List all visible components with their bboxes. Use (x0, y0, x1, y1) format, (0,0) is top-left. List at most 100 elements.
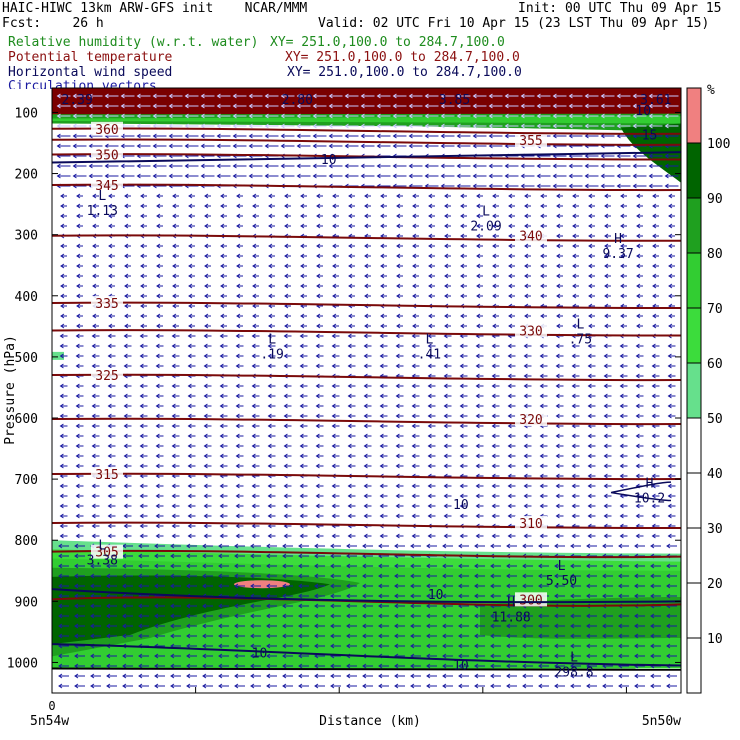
wind-vector (395, 443, 404, 449)
wind-vector (106, 583, 117, 589)
wind-vector (136, 133, 151, 139)
wind-vector (363, 393, 372, 399)
wind-vector (460, 193, 467, 199)
wind-vector (488, 123, 503, 129)
wind-vector (300, 273, 307, 279)
wind-vector (218, 553, 229, 559)
wind-vector (652, 293, 659, 299)
wind-vector (266, 683, 277, 689)
wind-vector (428, 253, 435, 259)
wind-vector (252, 203, 259, 209)
wind-vector (299, 353, 308, 359)
wind-vector (250, 563, 261, 569)
wind-vector (474, 573, 485, 579)
wind-vector (504, 93, 519, 99)
wind-vector (299, 413, 308, 419)
wind-vector (507, 533, 516, 539)
wind-vector (392, 133, 407, 139)
wind-vector (362, 613, 373, 619)
wind-vector (440, 173, 455, 179)
wind-vector (344, 93, 359, 99)
wind-vector (284, 213, 291, 219)
wind-vector (508, 323, 515, 329)
wind-vector (156, 303, 163, 309)
wind-vector (250, 583, 261, 589)
wind-vector (220, 303, 227, 309)
wind-vector (540, 213, 547, 219)
wind-vector (395, 413, 404, 419)
wind-vector (424, 103, 439, 109)
wind-vector (60, 283, 67, 289)
wind-vector (298, 663, 309, 669)
wind-vector (234, 683, 245, 689)
wind-vector (72, 133, 87, 139)
y-tick-label: 600 (15, 412, 38, 427)
colorbar-tick-label: 10 (707, 632, 723, 647)
wind-vector (232, 143, 247, 149)
wind-vector (395, 463, 404, 469)
wind-vector (616, 183, 631, 189)
wind-vector (600, 183, 615, 189)
wind-vector (107, 343, 116, 349)
wind-vector (571, 463, 580, 469)
wind-vector (491, 403, 500, 409)
wind-vector (620, 203, 627, 209)
wind-vector (155, 353, 164, 359)
wind-vector (250, 623, 261, 629)
wind-vector (410, 593, 421, 599)
wind-vector (156, 283, 163, 289)
wind-vector (252, 253, 259, 259)
wind-vector (283, 513, 292, 519)
wind-vector (300, 223, 307, 229)
wind-vector (299, 433, 308, 439)
wind-contour-upper (51, 151, 682, 164)
wind-vector (139, 353, 148, 359)
wind-vector (460, 313, 467, 319)
wind-vector (491, 503, 500, 509)
wind-vector (586, 673, 597, 679)
wind-vector (220, 263, 227, 269)
wind-vector (475, 493, 484, 499)
wind-vector (652, 213, 659, 219)
wind-vector (88, 163, 103, 169)
wind-vector (507, 363, 516, 369)
wind-vector (556, 283, 563, 289)
wind-vector (456, 163, 471, 169)
wind-vector (122, 573, 133, 579)
wind-vector (508, 193, 515, 199)
wind-vector (122, 583, 133, 589)
wind-vector (171, 393, 180, 399)
wind-vector (331, 483, 340, 489)
wind-vector (427, 463, 436, 469)
wind-vector (331, 423, 340, 429)
wind-vector (312, 123, 327, 129)
wind-vector (299, 383, 308, 389)
wind-vector (171, 363, 180, 369)
x-left-label: 5n54w (30, 714, 69, 729)
wind-vector (204, 323, 211, 329)
wind-vector (58, 543, 69, 549)
wind-vector (475, 483, 484, 489)
wind-vector (187, 453, 196, 459)
wind-vector (555, 463, 564, 469)
wind-vector (107, 393, 116, 399)
wind-vector (58, 653, 69, 659)
wind-vector (124, 213, 131, 219)
wind-vector (168, 143, 183, 149)
wind-vector (411, 383, 420, 389)
wind-vector (490, 683, 501, 689)
wind-vector (394, 683, 405, 689)
wind-vector (296, 123, 311, 129)
wind-vector (267, 433, 276, 439)
wind-vector (536, 183, 551, 189)
theta-label-325: 325 (95, 369, 118, 384)
wind-vector (202, 653, 213, 659)
wind-vector (74, 543, 85, 549)
wind-vector (284, 223, 291, 229)
wind-vector (507, 483, 516, 489)
wind-vector (314, 633, 325, 639)
wind-vector (267, 423, 276, 429)
theta-label-bg (91, 121, 123, 136)
wind-vector (667, 393, 676, 399)
wind-vector (251, 443, 260, 449)
